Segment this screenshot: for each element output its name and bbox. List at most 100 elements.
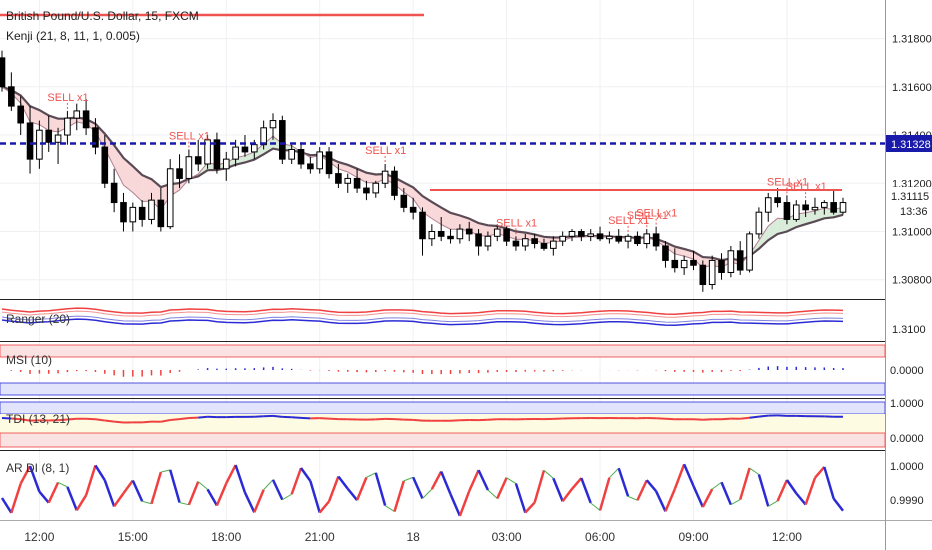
msi-upper-band bbox=[0, 344, 886, 358]
ardi-line-segment bbox=[580, 477, 592, 504]
ardi-line-segment bbox=[346, 487, 359, 501]
candle-body bbox=[755, 211, 763, 235]
cloud-segment bbox=[450, 212, 460, 230]
tdi-line-segment bbox=[656, 417, 666, 420]
cloud-segment bbox=[777, 218, 787, 234]
candle-body bbox=[465, 228, 473, 235]
candle-body bbox=[550, 240, 557, 249]
level-price-text: 1.31328 bbox=[891, 139, 931, 151]
ardi-line-segment bbox=[337, 475, 349, 490]
cloud-segment bbox=[413, 187, 423, 213]
tdi-line-segment bbox=[413, 418, 423, 422]
ardi-line-segment bbox=[590, 502, 601, 511]
candle-body bbox=[17, 105, 24, 124]
ardi-line-segment bbox=[113, 492, 125, 508]
candle-body bbox=[624, 235, 632, 242]
candle-body bbox=[456, 228, 464, 240]
candle-body bbox=[157, 199, 165, 228]
candle-body bbox=[493, 228, 501, 237]
time-tick-label: 18 bbox=[406, 530, 420, 544]
cloud-segment bbox=[123, 157, 133, 193]
tdi-line-segment bbox=[160, 418, 171, 423]
tdi-line-segment bbox=[749, 415, 760, 419]
cloud-segment bbox=[665, 242, 675, 254]
candle-body bbox=[764, 197, 772, 213]
candle-body bbox=[606, 235, 613, 240]
ardi-line-segment bbox=[664, 488, 676, 512]
ardi-line-segment bbox=[318, 500, 331, 514]
price-tick-label: 1.31600 bbox=[892, 82, 932, 94]
ardi-line-segment bbox=[187, 481, 200, 506]
ardi-line-segment bbox=[682, 463, 695, 487]
ranger-mid-line bbox=[1, 310, 844, 318]
sell-signal-label: SELL x1 bbox=[365, 145, 406, 157]
ardi-line-segment bbox=[374, 472, 387, 506]
ardi-line-segment bbox=[571, 477, 583, 490]
candle-body bbox=[279, 120, 286, 160]
ardi-line-segment bbox=[823, 466, 835, 499]
time-tick-label: 12:00 bbox=[772, 530, 802, 544]
candle-body bbox=[643, 233, 651, 245]
ardi-line-segment bbox=[271, 479, 284, 501]
tdi-line-segment bbox=[67, 417, 77, 421]
cloud-segment bbox=[132, 166, 143, 202]
ranger-pane[interactable] bbox=[1, 307, 844, 326]
ardi-line-segment bbox=[543, 469, 554, 479]
candle-body bbox=[316, 151, 324, 170]
ardi-line-segment bbox=[300, 467, 312, 482]
ardi-line-segment bbox=[412, 476, 424, 500]
candle-body bbox=[540, 243, 548, 249]
ardi-line-segment bbox=[10, 483, 22, 514]
candle-body bbox=[503, 228, 510, 242]
msi-pane[interactable] bbox=[0, 344, 886, 396]
kenji-slow-line bbox=[1, 85, 844, 262]
ardi-line-segment bbox=[253, 489, 265, 513]
ardi-line-segment bbox=[0, 497, 13, 514]
candle-body bbox=[568, 230, 576, 237]
candlestick-series bbox=[0, 50, 847, 292]
ardi-line-segment bbox=[282, 493, 292, 501]
tdi-line-segment bbox=[1, 417, 12, 420]
ardi-line-segment bbox=[468, 469, 480, 492]
msi-lower-band bbox=[0, 382, 886, 396]
tdi-pane[interactable] bbox=[0, 401, 886, 448]
tdi-line-segment bbox=[198, 415, 208, 419]
ardi-line-segment bbox=[160, 469, 171, 473]
ardi-line-segment bbox=[739, 467, 751, 500]
candle-body bbox=[54, 134, 62, 143]
candle-body bbox=[615, 235, 623, 242]
candle-body bbox=[811, 206, 819, 211]
ardi-line-segment bbox=[28, 465, 41, 493]
candle-body bbox=[110, 182, 118, 204]
ardi-line-segment bbox=[496, 477, 508, 500]
sell-signal-label: SELL x1 bbox=[767, 176, 808, 188]
ar-di-pane[interactable] bbox=[0, 463, 844, 517]
cloud-segment bbox=[48, 115, 59, 133]
ardi-line-segment bbox=[75, 494, 88, 511]
candle-body bbox=[64, 117, 71, 136]
ardi-line-segment bbox=[749, 467, 760, 475]
candle-body bbox=[512, 240, 520, 247]
candle-body bbox=[587, 233, 595, 237]
candle-body bbox=[166, 168, 174, 228]
candle-body bbox=[596, 233, 604, 240]
time-axis: 12:00 15:00 18:00 21:00 18 03:00 06:00 09:00 12:… bbox=[24, 530, 802, 544]
ardi-line-segment bbox=[142, 500, 152, 505]
ardi-label: AR DI (8, 1) bbox=[6, 461, 69, 475]
ardi-line-segment bbox=[804, 477, 817, 505]
candle-body bbox=[176, 168, 183, 179]
ardi-line-segment bbox=[19, 465, 32, 485]
ardi-line-segment bbox=[730, 499, 741, 506]
candle-body bbox=[325, 151, 333, 175]
ardi-line-segment bbox=[179, 502, 190, 506]
tdi-line-segment bbox=[170, 418, 180, 421]
tdi-line-segment bbox=[179, 417, 190, 421]
ardi-tick-top: 1.0000 bbox=[890, 461, 924, 473]
ardi-line-segment bbox=[477, 469, 490, 491]
chart-title: British Pound/U.S. Dollar, 15, FXCM bbox=[6, 9, 199, 23]
ardi-line-segment bbox=[776, 479, 789, 502]
candle-body bbox=[727, 250, 735, 273]
